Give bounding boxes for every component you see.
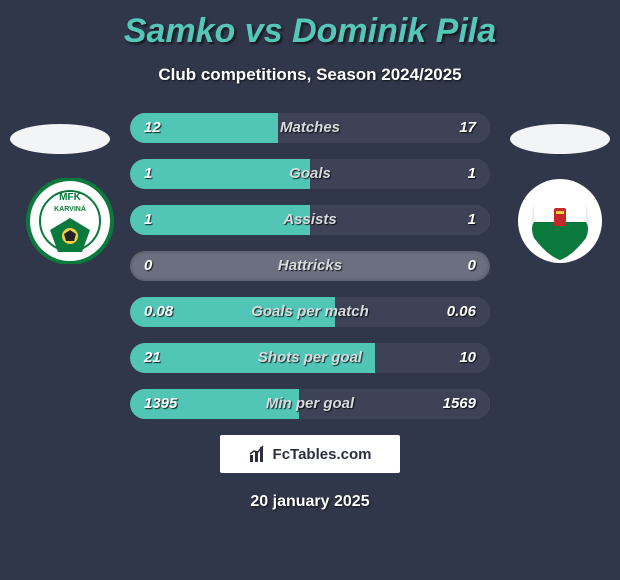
- stat-right-value: 17: [459, 113, 476, 143]
- stat-row: Matches12 17: [130, 113, 490, 143]
- brand-box: FcTables.com: [220, 435, 400, 473]
- stat-label: Assists: [130, 205, 490, 235]
- chart-icon: [249, 445, 267, 463]
- stat-left-value: 21: [144, 343, 161, 373]
- stat-row: Goals per match0.08 0.06: [130, 297, 490, 327]
- stat-label: Hattricks: [130, 251, 490, 281]
- page-subtitle: Club competitions, Season 2024/2025: [0, 65, 620, 85]
- stat-left-value: 1: [144, 205, 152, 235]
- stat-left-value: 0: [144, 251, 152, 281]
- stat-label: Goals: [130, 159, 490, 189]
- stat-label: Goals per match: [130, 297, 490, 327]
- stat-label: Min per goal: [130, 389, 490, 419]
- stat-right-value: 0: [468, 251, 476, 281]
- stat-left-value: 12: [144, 113, 161, 143]
- stat-label: Shots per goal: [130, 343, 490, 373]
- stat-right-value: 1569: [443, 389, 476, 419]
- stat-row: Assists1 1: [130, 205, 490, 235]
- stat-row: Goals1 1: [130, 159, 490, 189]
- stat-right-value: 1: [468, 159, 476, 189]
- stats-content: Matches1217Goals11Assists11Hattricks00Go…: [0, 113, 620, 511]
- brand-label: FcTables.com: [273, 446, 372, 463]
- stat-right-value: 1: [468, 205, 476, 235]
- stat-left-value: 1395: [144, 389, 177, 419]
- stat-label: Matches: [130, 113, 490, 143]
- stat-right-value: 10: [459, 343, 476, 373]
- page-title: Samko vs Dominik Pila: [0, 0, 620, 51]
- stat-row: Hattricks0 0: [130, 251, 490, 281]
- stat-right-value: 0.06: [447, 297, 476, 327]
- stat-row: Min per goal1395 1569: [130, 389, 490, 419]
- date-label: 20 january 2025: [0, 493, 620, 511]
- stat-left-value: 1: [144, 159, 152, 189]
- stats-bars-container: Matches1217Goals11Assists11Hattricks00Go…: [130, 113, 490, 419]
- stat-row: Shots per goal21 10: [130, 343, 490, 373]
- stat-left-value: 0.08: [144, 297, 173, 327]
